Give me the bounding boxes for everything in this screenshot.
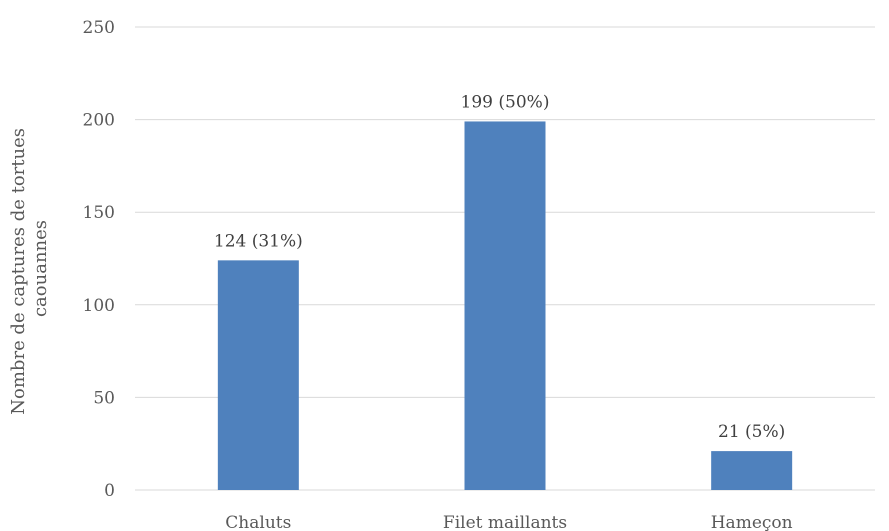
bar-1 bbox=[464, 121, 546, 491]
bar-2 bbox=[711, 451, 793, 490]
data-labels: 124 (31%) 199 (50%) 21 (5%) bbox=[214, 92, 785, 442]
y-tick-label: 50 bbox=[93, 388, 115, 408]
bar-0 bbox=[217, 260, 299, 490]
y-axis-title-line-2: caouannes bbox=[30, 220, 51, 317]
y-axis-title-line-1: Nombre de captures de tortues bbox=[8, 128, 29, 415]
y-tick-label: 150 bbox=[83, 203, 115, 223]
y-axis-title: Nombre de captures de tortues caouannes bbox=[8, 122, 51, 414]
y-axis-ticks: 0 50 100 150 200 250 bbox=[83, 18, 115, 501]
x-category-label-1: Filet maillants bbox=[443, 513, 567, 531]
data-label-0: 124 (31%) bbox=[214, 231, 303, 251]
y-tick-label: 200 bbox=[83, 111, 115, 131]
data-label-2: 21 (5%) bbox=[718, 422, 785, 442]
bars bbox=[217, 121, 793, 491]
x-axis-categories: Chaluts Filet maillants Hameçon bbox=[225, 513, 792, 531]
y-tick-label: 250 bbox=[83, 18, 115, 38]
data-label-1: 199 (50%) bbox=[461, 92, 550, 112]
y-tick-label: 100 bbox=[83, 296, 115, 316]
x-category-label-0: Chaluts bbox=[225, 513, 291, 531]
x-category-label-2: Hameçon bbox=[711, 513, 793, 531]
y-tick-label: 0 bbox=[104, 481, 115, 501]
